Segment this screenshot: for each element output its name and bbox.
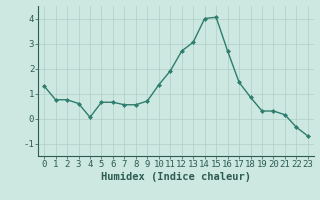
X-axis label: Humidex (Indice chaleur): Humidex (Indice chaleur) <box>101 172 251 182</box>
